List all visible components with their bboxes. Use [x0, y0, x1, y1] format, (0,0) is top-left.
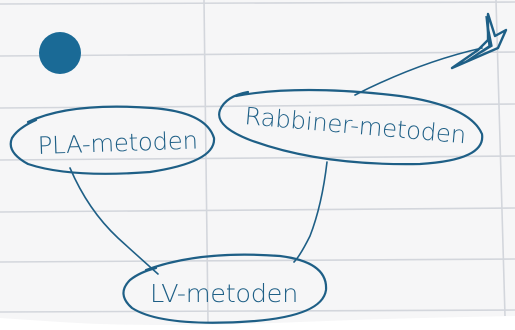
node-lv-label: LV-metoden [150, 279, 298, 308]
binder-hole-dot [39, 32, 81, 74]
node-pla-label: PLA-metoden [37, 126, 198, 160]
edge-rabbiner-lv [293, 161, 328, 263]
edge-pla-lv [69, 167, 159, 275]
arrow-icon [450, 12, 508, 70]
node-pla-outline [9, 105, 216, 175]
edge-rabbiner-arrow [354, 47, 483, 96]
node-lv-outline [122, 253, 328, 324]
node-pla: PLA-metoden [9, 105, 216, 175]
node-rabbiner-outline [218, 88, 484, 166]
node-lv: LV-metoden [122, 253, 328, 324]
